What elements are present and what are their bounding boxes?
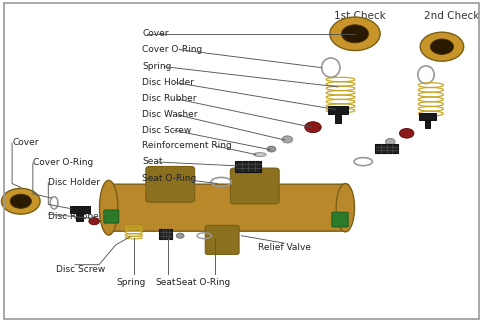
Text: Relief Valve: Relief Valve <box>258 243 312 252</box>
FancyBboxPatch shape <box>235 161 261 172</box>
Circle shape <box>330 17 380 51</box>
Circle shape <box>420 32 464 61</box>
Circle shape <box>430 39 454 54</box>
Text: Disc Rubber: Disc Rubber <box>142 94 197 103</box>
FancyBboxPatch shape <box>205 225 239 254</box>
Text: Seat O-Ring: Seat O-Ring <box>142 174 197 183</box>
Text: Seat O-Ring: Seat O-Ring <box>176 278 230 287</box>
Circle shape <box>176 233 184 238</box>
FancyBboxPatch shape <box>159 229 172 239</box>
FancyBboxPatch shape <box>146 166 195 202</box>
FancyBboxPatch shape <box>105 184 349 231</box>
Text: 2nd Check: 2nd Check <box>424 11 479 21</box>
Text: Spring: Spring <box>117 278 146 287</box>
Circle shape <box>305 122 321 133</box>
FancyBboxPatch shape <box>70 206 90 213</box>
Text: Disc Holder: Disc Holder <box>142 78 195 87</box>
Circle shape <box>89 218 99 225</box>
Circle shape <box>10 194 31 208</box>
Circle shape <box>282 136 293 143</box>
Bar <box>425 120 430 128</box>
Text: Seat: Seat <box>156 278 176 287</box>
Text: Spring: Spring <box>142 62 172 71</box>
Text: Disc Washer: Disc Washer <box>142 110 198 119</box>
Circle shape <box>1 188 40 214</box>
Ellipse shape <box>99 180 118 235</box>
Text: Disc Rubber: Disc Rubber <box>48 212 103 221</box>
Text: Seat: Seat <box>142 157 163 166</box>
Text: Cover O-Ring: Cover O-Ring <box>33 158 93 167</box>
Text: Disc Screw: Disc Screw <box>56 265 105 274</box>
Circle shape <box>341 25 369 43</box>
Text: Cover O-Ring: Cover O-Ring <box>142 45 203 54</box>
FancyBboxPatch shape <box>419 113 436 120</box>
Text: Reinforcement Ring: Reinforcement Ring <box>142 141 232 150</box>
FancyBboxPatch shape <box>332 212 348 227</box>
Ellipse shape <box>336 184 355 232</box>
FancyBboxPatch shape <box>375 144 398 153</box>
Bar <box>76 213 83 221</box>
Circle shape <box>399 128 414 138</box>
FancyBboxPatch shape <box>230 168 279 204</box>
Text: Cover: Cover <box>142 29 169 38</box>
Circle shape <box>385 138 395 145</box>
Text: Cover: Cover <box>12 138 39 147</box>
Circle shape <box>267 146 276 152</box>
Bar <box>335 114 341 123</box>
FancyBboxPatch shape <box>104 210 119 223</box>
Text: 1st Check: 1st Check <box>334 11 386 21</box>
Text: Disc Screw: Disc Screw <box>142 126 192 135</box>
Text: Disc Holder: Disc Holder <box>48 178 100 187</box>
Ellipse shape <box>254 153 266 156</box>
FancyBboxPatch shape <box>328 106 348 114</box>
